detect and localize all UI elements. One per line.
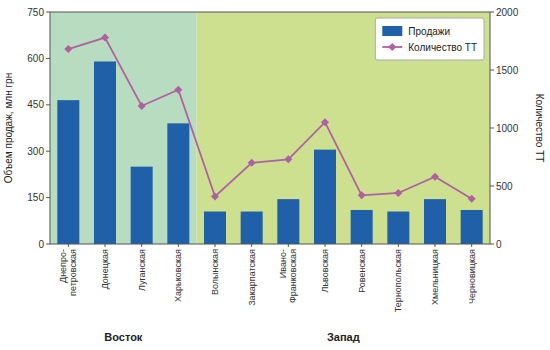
marker (321, 118, 329, 126)
tick (490, 244, 494, 245)
tick (46, 104, 50, 105)
tick-label: 2000 (496, 7, 519, 18)
tick (105, 244, 106, 247)
tick (490, 128, 494, 129)
category-label: Донецкая (100, 249, 110, 289)
tick (215, 244, 216, 247)
bar (351, 210, 373, 244)
bar (277, 199, 299, 244)
tick (490, 186, 494, 187)
tick-label: 500 (496, 181, 513, 192)
bar (241, 212, 263, 244)
tick-label: 0 (496, 239, 502, 250)
region-label: Запад (327, 331, 360, 343)
tick (490, 12, 494, 13)
tick (46, 197, 50, 198)
legend-label: Продажи (408, 26, 450, 37)
marker (394, 189, 402, 197)
category-label: Хмельницкая (430, 249, 440, 305)
axis-label: Объем продаж, млн грн (3, 73, 14, 183)
legend-marker (388, 43, 396, 51)
plot-area (57, 34, 482, 244)
tick-label: 150 (27, 192, 44, 203)
category-label: Львовская (320, 249, 330, 293)
category-label: Черновицкая (467, 249, 477, 304)
tick-label: 1500 (496, 65, 519, 76)
marker (248, 159, 256, 167)
tick (398, 244, 399, 247)
bar (314, 150, 336, 244)
tick (46, 12, 50, 13)
tick (46, 244, 50, 245)
legend-swatch (382, 26, 402, 36)
tick-label: 0 (38, 239, 44, 250)
legend: Продажи Количество ТТ (375, 18, 484, 60)
region-label: Восток (104, 331, 143, 343)
marker (431, 173, 439, 181)
tick (68, 244, 69, 247)
tick (435, 244, 436, 247)
bar (424, 199, 446, 244)
bar (204, 212, 226, 244)
category-label: Луганская (137, 249, 147, 291)
regions (50, 12, 490, 244)
axis-label: Количество ТТ (534, 94, 545, 163)
region-background (197, 12, 490, 244)
tick-label: 300 (27, 146, 44, 157)
category-label: Закарпатская (247, 249, 257, 306)
marker (358, 191, 366, 199)
bar (131, 167, 153, 244)
category-label: Ровенская (357, 249, 367, 293)
marker (284, 155, 292, 163)
bar (94, 61, 116, 244)
tick-label: 1000 (496, 123, 519, 134)
plot-frame (50, 12, 490, 244)
bar (387, 212, 409, 244)
legend-label: Количество ТТ (408, 42, 477, 53)
tick (325, 244, 326, 247)
tick (471, 244, 472, 247)
tick (46, 58, 50, 59)
category-label: Днепро-петровская (58, 249, 78, 296)
tick (288, 244, 289, 247)
chart: 0 150 300 450 600 750 0 500 1000 1500 2000 Объем пр… (0, 0, 550, 350)
tick (46, 151, 50, 152)
legend-frame (375, 18, 484, 60)
tick (490, 70, 494, 71)
marker (174, 86, 182, 94)
bar (167, 123, 189, 244)
tick (251, 244, 252, 247)
bar (57, 100, 79, 244)
tick-label: 450 (27, 99, 44, 110)
category-label: Тернопольская (393, 249, 403, 312)
marker (468, 195, 476, 203)
tick-label: 750 (27, 7, 44, 18)
marker (101, 34, 109, 42)
tick (178, 244, 179, 247)
line (68, 38, 471, 199)
marker (138, 102, 146, 110)
category-label: Волынская (210, 249, 220, 295)
region-background (50, 12, 197, 244)
tick (361, 244, 362, 247)
category-label: Ивано-Франковская (278, 249, 298, 303)
bar (461, 210, 483, 244)
marker (211, 192, 219, 200)
tick-label: 600 (27, 53, 44, 64)
category-label: Харьковская (173, 249, 183, 302)
marker (64, 45, 72, 53)
tick (141, 244, 142, 247)
